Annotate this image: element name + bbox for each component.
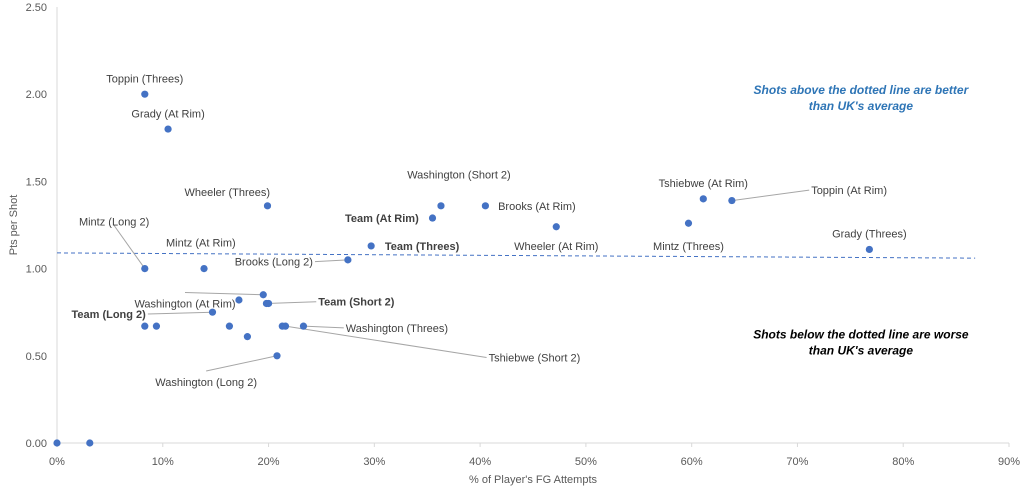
data-label: Washington (Long 2): [155, 377, 257, 389]
data-label: Wheeler (At Rim): [514, 241, 598, 253]
data-point: [273, 352, 281, 360]
y-axis-title: Pts per Shot: [8, 195, 20, 256]
x-tick-label: 60%: [681, 456, 703, 468]
data-label: Tshiebwe (Short 2): [489, 353, 581, 365]
data-point: [728, 196, 736, 205]
data-point: [481, 202, 489, 210]
x-tick-label: 80%: [892, 456, 914, 468]
data-label: Grady (Threes): [832, 229, 907, 241]
data-point: [278, 322, 286, 330]
data-point: [552, 223, 560, 231]
y-tick-label: 2.00: [26, 89, 47, 101]
data-label: Mintz (Long 2): [79, 217, 149, 229]
data-point: [428, 214, 437, 222]
data-label: Washington (Short 2): [407, 169, 511, 181]
data-point: [367, 242, 375, 250]
data-point: [243, 333, 251, 341]
data-label: Toppin (At Rim): [811, 185, 887, 197]
data-point: [344, 256, 352, 264]
y-tick-label: 0.00: [26, 438, 47, 450]
label-leader-line: [147, 311, 213, 315]
label-leader-line: [113, 225, 146, 269]
data-label: Wheeler (Threes): [185, 187, 271, 199]
y-tick-label: 2.50: [26, 2, 47, 14]
label-leader-line: [184, 291, 264, 296]
data-point: [141, 322, 149, 330]
label-leader-line: [285, 325, 487, 359]
data-label: Grady (At Rim): [131, 108, 204, 120]
data-point: [208, 308, 217, 316]
label-leader-line: [731, 189, 810, 202]
data-label: Toppin (Threes): [106, 74, 183, 86]
data-point: [684, 219, 693, 227]
y-tick-label: 1.00: [26, 264, 47, 276]
data-label: Brooks (Long 2): [235, 257, 313, 269]
x-tick-label: 70%: [786, 456, 808, 468]
x-tick-label: 0%: [49, 456, 65, 468]
data-point: [141, 90, 149, 98]
data-point: [259, 291, 267, 299]
label-leader-line: [206, 355, 278, 372]
label-leader-line: [303, 325, 344, 329]
y-tick-label: 1.50: [26, 176, 47, 188]
data-label: Team (At Rim): [345, 213, 419, 225]
average-reference-line: [56, 252, 976, 259]
data-label: Mintz (At Rim): [166, 237, 236, 249]
data-point: [865, 245, 873, 254]
data-label: Tshiebwe (At Rim): [659, 178, 748, 190]
x-tick-label: 40%: [469, 456, 491, 468]
data-point: [263, 202, 272, 210]
annotation-text: Shots below the dotted line are worse tha…: [753, 327, 969, 357]
data-point: [699, 195, 707, 203]
data-point: [164, 125, 172, 133]
label-leader-line: [314, 259, 348, 263]
data-label: Washington (At Rim): [134, 298, 235, 310]
data-point: [235, 296, 243, 304]
data-point: [225, 322, 234, 330]
data-point: [141, 265, 149, 273]
data-label: Mintz (Threes): [653, 241, 724, 253]
data-label: Brooks (At Rim): [498, 201, 576, 213]
x-axis-title: % of Player's FG Attempts: [469, 474, 598, 486]
data-label: Washington (Threes): [346, 323, 448, 335]
data-label: Team (Long 2): [71, 309, 146, 321]
annotation-text: Shots above the dotted line are better th…: [754, 83, 970, 113]
x-tick-label: 10%: [152, 456, 174, 468]
data-point: [264, 299, 273, 308]
x-tick-label: 90%: [998, 456, 1020, 468]
data-label: Team (Threes): [385, 241, 460, 253]
x-tick-label: 30%: [363, 456, 385, 468]
data-point: [53, 439, 61, 447]
data-point: [86, 439, 94, 447]
data-label: Team (Short 2): [318, 297, 395, 309]
x-tick-label: 50%: [575, 456, 597, 468]
data-point: [152, 322, 161, 330]
data-point: [437, 202, 445, 210]
y-tick-label: 0.50: [26, 351, 47, 363]
data-point: [299, 322, 308, 330]
data-point: [200, 265, 208, 273]
label-leader-line: [266, 301, 317, 304]
x-tick-label: 20%: [258, 456, 280, 468]
